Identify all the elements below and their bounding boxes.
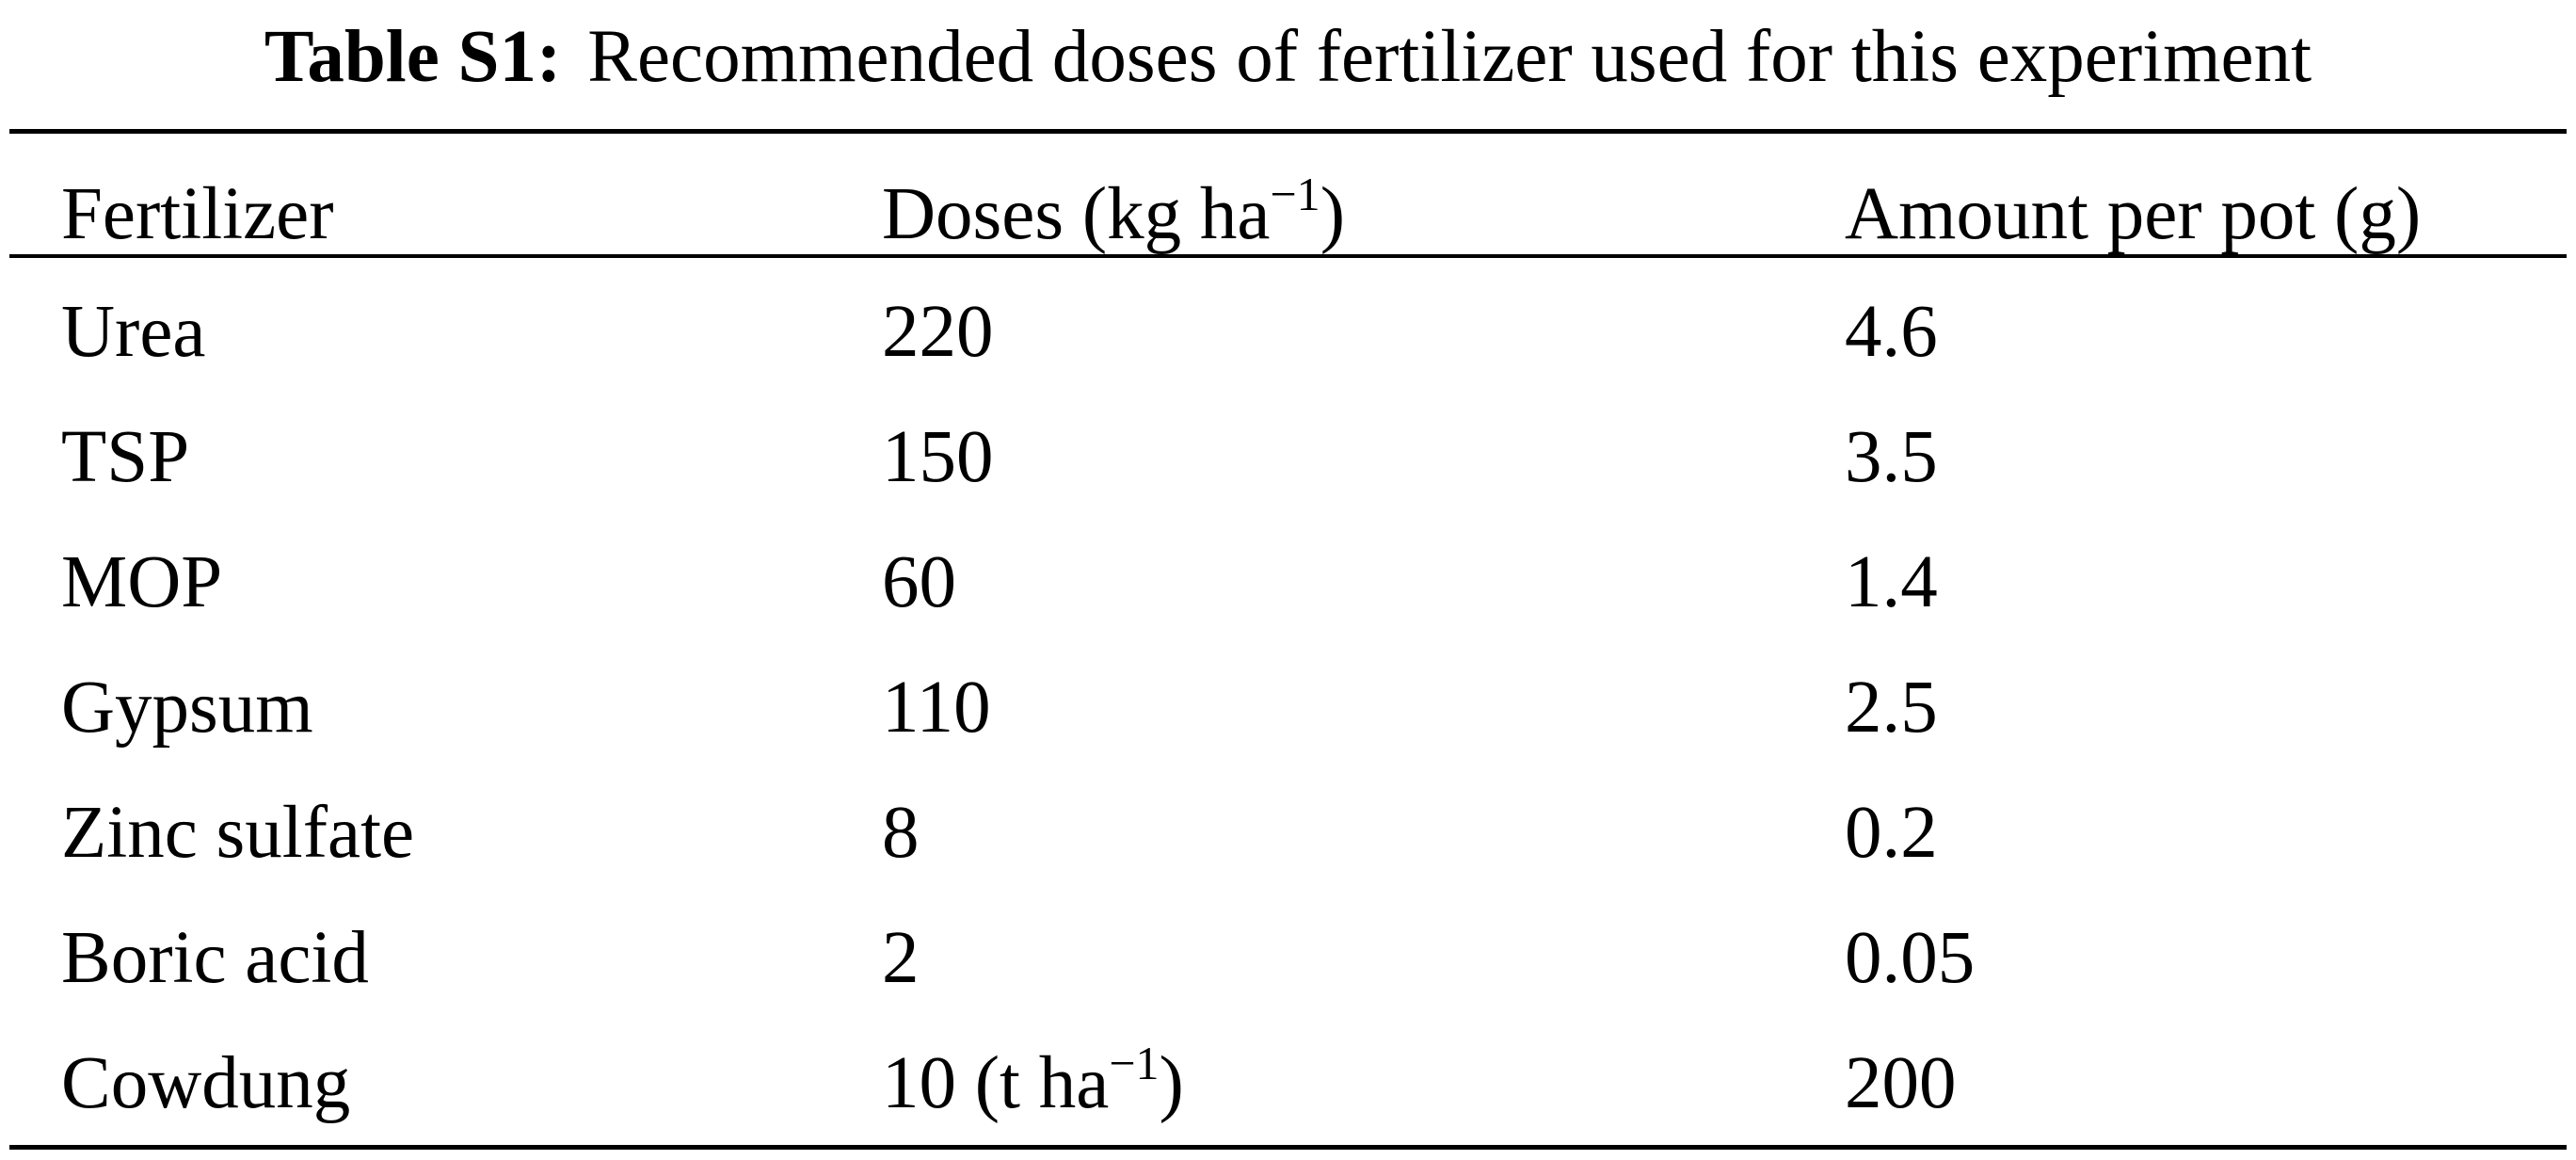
header-fertilizer: Fertilizer [61,173,334,255]
cell-dose: 60 [882,545,956,620]
cell-amount: 0.2 [1845,792,1938,874]
cell-amount: 0.05 [1845,917,1976,999]
cell-dose: 2 [882,921,920,995]
header-doses-text: Doses (kg ha [882,173,1271,255]
header-rule [9,254,2567,258]
cell-amount: 4.6 [1845,291,1938,373]
header-doses-close: ) [1320,173,1345,255]
cell-dose-text: 150 [882,416,994,498]
top-rule [9,129,2567,134]
bottom-rule [9,1145,2567,1150]
cell-dose: 10 (t ha−1) [882,1039,1184,1120]
cell-dose-text: 60 [882,541,956,623]
cell-amount: 3.5 [1845,416,1938,498]
table-row: Gypsum 110 2.5 [0,670,2576,755]
cell-dose-text: 10 (t ha [882,1042,1110,1124]
cell-fertilizer: MOP [61,541,223,623]
cell-fertilizer: TSP [61,416,190,498]
cell-fertilizer: Boric acid [61,917,369,999]
caption-text: Recommended doses of fertilizer used for… [587,15,2312,98]
table-row: Cowdung 10 (t ha−1) 200 [0,1039,2576,1131]
table-row: Urea 220 4.6 [0,295,2576,379]
cell-dose-text: 220 [882,291,994,373]
table-row: MOP 60 1.4 [0,545,2576,630]
cell-dose-text: 8 [882,792,920,874]
cell-amount: 2.5 [1845,667,1938,749]
table-caption: Table S1: Recommended doses of fertilize… [0,0,2576,113]
cell-fertilizer: Zinc sulfate [61,792,415,874]
table-row: TSP 150 3.5 [0,420,2576,505]
cell-fertilizer: Cowdung [61,1042,351,1124]
cell-amount: 200 [1845,1042,1957,1124]
cell-dose: 150 [882,420,994,494]
cell-dose-superscript: −1 [1109,1037,1160,1089]
cell-fertilizer: Gypsum [61,667,313,749]
table-row: Zinc sulfate 8 0.2 [0,796,2576,880]
cell-dose: 110 [882,670,991,745]
cell-amount: 1.4 [1845,541,1938,623]
header-doses-superscript: −1 [1270,168,1320,220]
cell-dose: 8 [882,796,920,870]
cell-dose-text: 2 [882,917,920,999]
cell-fertilizer: Urea [61,291,206,373]
header-amount: Amount per pot (g) [1845,173,2422,255]
caption-label: Table S1: [264,15,562,98]
table-row: Boric acid 2 0.05 [0,921,2576,1006]
cell-dose: 220 [882,295,994,369]
cell-dose-close: ) [1159,1042,1184,1124]
header-doses: Doses (kg ha−1) [882,170,1345,251]
cell-dose-text: 110 [882,667,991,749]
